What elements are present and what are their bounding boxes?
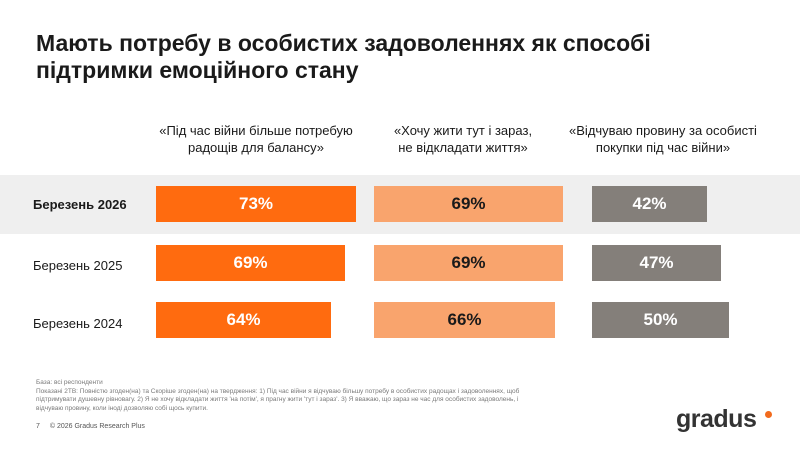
bar-col3-2025: 47% <box>592 245 721 281</box>
footnote-base: База: всі респонденти <box>36 379 103 386</box>
bar-value-label: 64% <box>226 310 261 329</box>
row-label-2024: Березень 2024 <box>33 316 123 331</box>
footnote-line-1: Показані 2ТВ: Повністю згоден(на) та Ско… <box>36 387 520 395</box>
column-header-2-line-2: не відкладати життя» <box>398 140 528 155</box>
title-line-1: Мають потребу в особистих задоволеннях я… <box>36 30 651 56</box>
bar-value-label: 42% <box>632 194 667 213</box>
gradus-logo: gradus <box>676 405 757 433</box>
bar-value-label: 73% <box>238 194 274 213</box>
bar-col3-2026: 42% <box>592 186 707 222</box>
column-header-2-line-1: «Хочу жити тут і зараз, <box>393 123 533 138</box>
logo-dot-icon <box>765 411 772 418</box>
bar-value-label: 66% <box>447 310 482 329</box>
column-header-3-line-1: «Відчуваю провину за особисті <box>569 123 757 138</box>
bar-value-label: 69% <box>233 253 268 272</box>
bar-value-label: 50% <box>643 310 678 329</box>
copyright-line: 7 © 2026 Gradus Research Plus <box>36 423 145 430</box>
column-header-3: «Відчуваю провину за особисті покупки пі… <box>563 122 763 156</box>
bar-value-label: 69% <box>451 253 486 272</box>
column-header-1: «Під час війни більше потребую радощів д… <box>156 122 356 156</box>
column-header-1-line-1: «Під час війни більше потребую <box>159 123 353 138</box>
bar-col1-2024: 64% <box>156 302 331 338</box>
bar-col1-2026: 73% <box>156 186 356 222</box>
column-header-1-line-2: радощів для балансу» <box>188 140 324 155</box>
footnote: База: всі респонденти Показані 2ТВ: Повн… <box>36 379 566 413</box>
footnote-line-3: відчуваю провину, коли іноді дозволяю со… <box>36 404 208 412</box>
bar-col3-2024: 50% <box>592 302 729 338</box>
page-title: Мають потребу в особистих задоволеннях я… <box>36 30 756 84</box>
row-label-2025: Березень 2025 <box>33 258 123 273</box>
bar-col2-2025: 69% <box>374 245 563 281</box>
bar-col2-2026: 69% <box>374 186 563 222</box>
bar-col2-2024: 66% <box>374 302 555 338</box>
bar-value-label: 47% <box>639 253 674 272</box>
column-header-2: «Хочу жити тут і зараз, не відкладати жи… <box>363 122 563 156</box>
bar-value-label: 69% <box>451 194 486 213</box>
bar-col1-2025: 69% <box>156 245 345 281</box>
footnote-line-2: підтримувати душевну рівновагу. 2) Я не … <box>36 396 519 403</box>
title-line-2: підтримки емоційного стану <box>36 57 359 83</box>
page-number: 7 <box>36 423 40 430</box>
column-header-3-line-2: покупки під час війни» <box>595 140 731 155</box>
copyright-text: © 2026 Gradus Research Plus <box>49 423 145 430</box>
row-label-2026: Березень 2026 <box>33 197 127 212</box>
